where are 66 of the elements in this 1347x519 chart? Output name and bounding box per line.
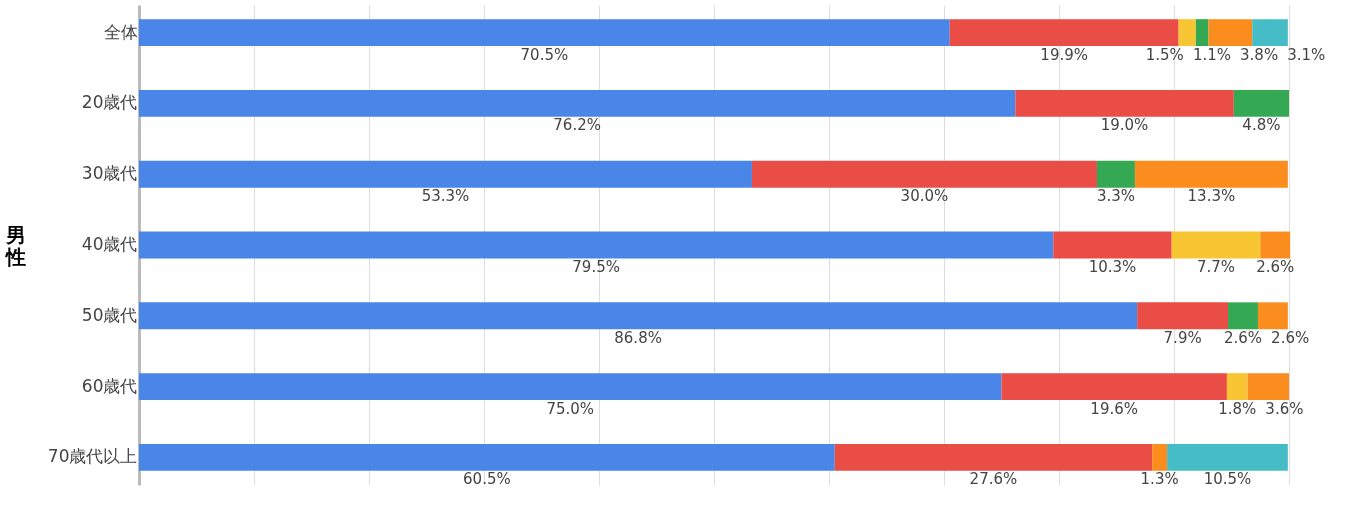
data-label: 3.6% [1265, 399, 1304, 418]
data-label: 10.5% [1203, 470, 1252, 489]
y-tick-label: 70歳代以上 [47, 446, 138, 467]
data-label: 27.6% [969, 470, 1018, 489]
bar [139, 19, 950, 47]
bar [1053, 231, 1172, 259]
data-label: 4.8% [1242, 116, 1281, 135]
data-label: 3.3% [1096, 187, 1135, 206]
bar [1228, 302, 1258, 330]
data-label: 70.5% [520, 45, 569, 64]
data-label: 1.1% [1192, 45, 1231, 64]
bar [1152, 443, 1168, 471]
bar [1257, 302, 1288, 330]
data-label: 7.7% [1196, 258, 1236, 276]
data-label: 1.3% [1140, 470, 1179, 489]
bar [1208, 19, 1253, 47]
bar [139, 89, 1016, 117]
bar [1096, 160, 1135, 188]
y-axis-title: 男性 [3, 222, 26, 269]
bar [1134, 160, 1288, 188]
bar [1137, 302, 1229, 330]
data-label: 76.2% [553, 116, 601, 135]
bar [1226, 373, 1248, 401]
bar [949, 19, 1179, 47]
bar [139, 302, 1138, 330]
bar [1015, 89, 1234, 117]
bar [139, 231, 1054, 259]
data-label: 3.1% [1287, 45, 1326, 64]
bar [751, 160, 1097, 188]
data-label: 53.3% [421, 187, 470, 206]
y-tick-label: 20歳代 [81, 92, 138, 113]
data-label: 79.5% [572, 258, 620, 276]
data-label: 86.8% [614, 328, 662, 347]
data-label: 60.5% [463, 470, 511, 489]
bar [834, 443, 1153, 471]
bar [1247, 373, 1289, 401]
bar [1167, 443, 1288, 471]
data-label: 13.3% [1187, 187, 1236, 206]
bar [139, 160, 752, 188]
data-label: 30.0% [900, 187, 949, 206]
data-label: 1.5% [1145, 45, 1184, 64]
y-tick-label: 50歳代 [81, 304, 138, 325]
data-label: 3.8% [1240, 45, 1279, 64]
bar [1252, 19, 1288, 47]
data-label: 19.0% [1100, 116, 1149, 135]
data-label: 2.6% [1271, 328, 1310, 347]
bar [1195, 19, 1209, 47]
data-label: 2.6% [1223, 328, 1263, 347]
bar [1233, 89, 1289, 117]
data-label: 19.6% [1090, 399, 1139, 418]
y-tick-label: 全体 [103, 21, 138, 42]
bar [1171, 231, 1261, 259]
bar [1001, 373, 1227, 401]
bar [139, 443, 835, 471]
data-label: 75.0% [546, 399, 595, 418]
data-label: 19.9% [1040, 45, 1088, 64]
data-label: 10.3% [1088, 258, 1137, 276]
y-tick-label: 60歳代 [81, 375, 138, 396]
bar [1260, 231, 1291, 259]
y-tick-label: 40歳代 [81, 234, 138, 254]
bar [1178, 19, 1196, 47]
data-label: 7.9% [1163, 328, 1202, 347]
data-label: 2.6% [1256, 258, 1295, 276]
y-tick-label: 30歳代 [81, 163, 138, 184]
bar [139, 373, 1002, 401]
data-label: 1.8% [1218, 399, 1257, 418]
